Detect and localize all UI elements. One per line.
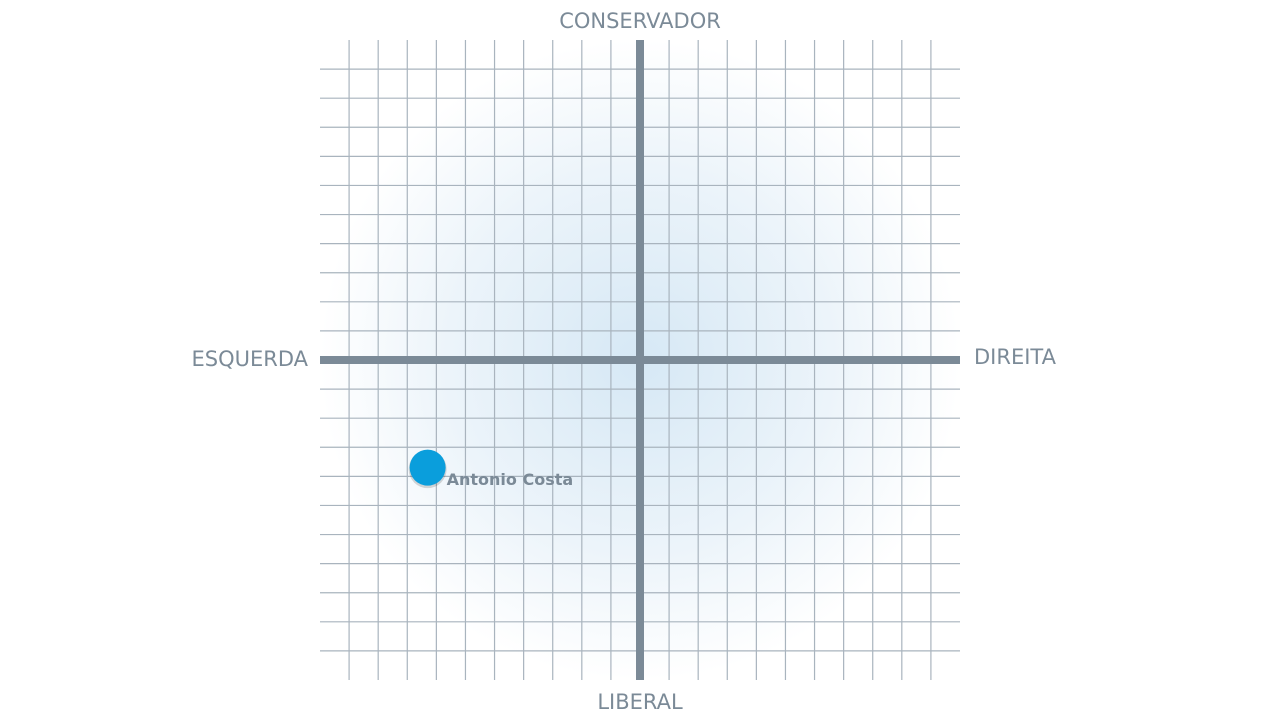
point-label: Antonio Costa [447,470,574,489]
y-bottom-label: LIBERAL [597,690,683,714]
x-right-label: DIREITA [974,345,1057,369]
x-left-label: ESQUERDA [191,347,308,371]
y-top-label: CONSERVADOR [559,9,721,33]
point [409,449,446,486]
